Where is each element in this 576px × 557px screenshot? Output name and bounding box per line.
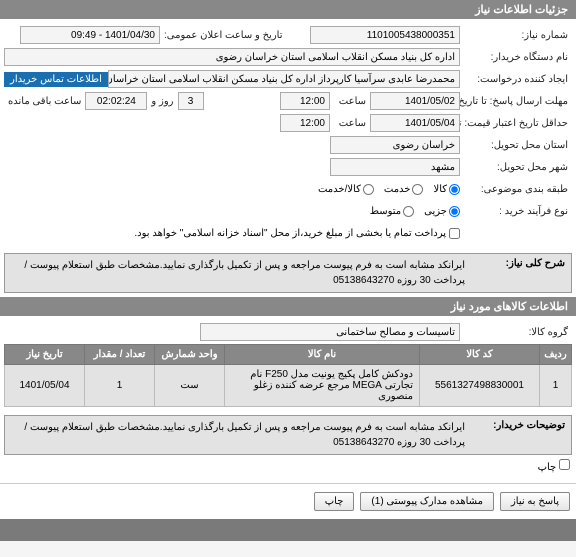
label-item-group: گروه کالا: bbox=[460, 327, 572, 338]
col-4: تعداد / مقدار bbox=[85, 345, 155, 365]
label-buyer-org: نام دستگاه خریدار: bbox=[460, 52, 572, 63]
category-radio-2[interactable] bbox=[363, 184, 374, 195]
col-5: تاریخ نیاز bbox=[5, 345, 85, 365]
category-label-1: خدمت bbox=[384, 184, 411, 195]
process-radio-1[interactable] bbox=[403, 206, 414, 217]
footer-bar bbox=[0, 519, 576, 541]
need-desc-box: شرح کلی نیاز: ایرانکد مشابه است به فرم پ… bbox=[4, 253, 572, 293]
label-validity: حداقل تاریخ اعتبار قیمت: تا تاریخ: bbox=[460, 118, 572, 129]
label-creator-req: ایجاد کننده درخواست: bbox=[460, 74, 572, 85]
field-buyer-org: اداره کل بنیاد مسکن انقلاب اسلامی استان … bbox=[4, 48, 460, 66]
print-label-text: چاپ bbox=[538, 462, 557, 473]
label-need-desc: شرح کلی نیاز: bbox=[465, 258, 565, 288]
print-checkbox[interactable] bbox=[559, 459, 570, 470]
category-label-0: کالا bbox=[433, 184, 447, 195]
category-radio-1[interactable] bbox=[412, 184, 423, 195]
category-option-0[interactable]: کالا bbox=[433, 184, 460, 195]
label-saat-2: ساعت bbox=[330, 118, 370, 129]
col-2: نام کالا bbox=[225, 345, 420, 365]
col-0: ردیف bbox=[540, 345, 572, 365]
buyer-note-text: ایرانکد مشابه است به فرم پیوست مراجعه و … bbox=[11, 420, 465, 450]
process-option-1[interactable]: متوسط bbox=[370, 206, 414, 217]
cell-code: 5561327498830001 bbox=[420, 365, 540, 407]
field-announce-dt: 1401/04/30 - 09:49 bbox=[20, 26, 160, 44]
attachments-button[interactable]: مشاهده مدارک پیوستی (1) bbox=[360, 492, 494, 511]
need-desc-text: ایرانکد مشابه است به فرم پیوست مراجعه و … bbox=[11, 258, 465, 288]
label-remain-days: روز و bbox=[147, 96, 177, 107]
col-1: کد کالا bbox=[420, 345, 540, 365]
label-category: طبقه بندی موضوعی: bbox=[460, 184, 572, 195]
field-province: خراسان رضوی bbox=[330, 136, 460, 154]
label-saat-1: ساعت bbox=[330, 96, 370, 107]
buyer-note-box: توضیحات خریدار: ایرانکد مشابه است به فرم… bbox=[4, 415, 572, 455]
field-remain-time: 02:02:24 bbox=[85, 92, 147, 110]
category-option-2[interactable]: کالا/خدمت bbox=[318, 184, 374, 195]
category-label-2: کالا/خدمت bbox=[318, 184, 361, 195]
print-button[interactable]: چاپ bbox=[314, 492, 355, 511]
cell-date: 1401/05/04 bbox=[5, 365, 85, 407]
payment-note-text: پرداخت تمام یا بخشی از مبلغ خرید،از محل … bbox=[134, 228, 446, 239]
label-announce-dt: تاریخ و ساعت اعلان عمومی: bbox=[160, 30, 310, 41]
action-bar: پاسخ به نیاز مشاهده مدارک پیوستی (1) چاپ bbox=[0, 483, 576, 519]
category-radio-group: کالا خدمت کالا/خدمت bbox=[318, 184, 460, 195]
section-header-details: جزئیات اطلاعات نیاز bbox=[0, 0, 576, 19]
process-radio-group: جزیی متوسط bbox=[370, 206, 460, 217]
cell-name: دودکش کامل پکیج یونیت مدل F250 نام تجارت… bbox=[225, 365, 420, 407]
contact-seller-button[interactable]: اطلاعات تماس خریدار bbox=[4, 72, 108, 87]
label-buy-process: نوع فرآیند خرید : bbox=[460, 206, 572, 217]
category-radio-0[interactable] bbox=[449, 184, 460, 195]
field-validity-date: 1401/05/04 bbox=[370, 114, 460, 132]
process-label-0: جزیی bbox=[424, 206, 447, 217]
payment-note-check[interactable]: پرداخت تمام یا بخشی از مبلغ خرید،از محل … bbox=[134, 228, 460, 239]
label-remain-hours: ساعت باقی مانده bbox=[4, 96, 85, 107]
label-city: شهر محل تحویل: bbox=[460, 162, 572, 173]
section-header-items: اطلاعات کالاهای مورد نیاز bbox=[0, 297, 576, 316]
category-option-1[interactable]: خدمت bbox=[384, 184, 424, 195]
label-buyer-note: توضیحات خریدار: bbox=[465, 420, 565, 450]
field-deadline-time: 12:00 bbox=[280, 92, 330, 110]
table-row: 1 5561327498830001 دودکش کامل پکیج یونیت… bbox=[5, 365, 572, 407]
col-3: واحد شمارش bbox=[155, 345, 225, 365]
field-validity-time: 12:00 bbox=[280, 114, 330, 132]
cell-idx: 1 bbox=[540, 365, 572, 407]
cell-qty: 1 bbox=[85, 365, 155, 407]
field-remain-days: 3 bbox=[178, 92, 204, 110]
field-city: مشهد bbox=[330, 158, 460, 176]
print-check-label[interactable]: چاپ bbox=[538, 459, 570, 473]
label-province: استان محل تحویل: bbox=[460, 140, 572, 151]
field-creator-req: محمدرضا عابدی سرآسیا کارپرداز اداره کل ب… bbox=[108, 70, 460, 88]
field-item-group: تاسیسات و مصالح ساختمانی bbox=[200, 323, 460, 341]
reply-button[interactable]: پاسخ به نیاز bbox=[500, 492, 570, 511]
field-deadline-date: 1401/05/02 bbox=[370, 92, 460, 110]
field-need-no: 1101005438000351 bbox=[310, 26, 460, 44]
items-table: ردیفکد کالانام کالاواحد شمارشتعداد / مقد… bbox=[4, 344, 572, 407]
label-deadline: مهلت ارسال پاسخ: تا تاریخ: bbox=[460, 96, 572, 107]
process-option-0[interactable]: جزیی bbox=[424, 206, 460, 217]
table-header-row: ردیفکد کالانام کالاواحد شمارشتعداد / مقد… bbox=[5, 345, 572, 365]
payment-checkbox[interactable] bbox=[449, 228, 460, 239]
label-need-no: شماره نیاز: bbox=[460, 30, 572, 41]
process-label-1: متوسط bbox=[370, 206, 401, 217]
cell-unit: ست bbox=[155, 365, 225, 407]
process-radio-0[interactable] bbox=[449, 206, 460, 217]
